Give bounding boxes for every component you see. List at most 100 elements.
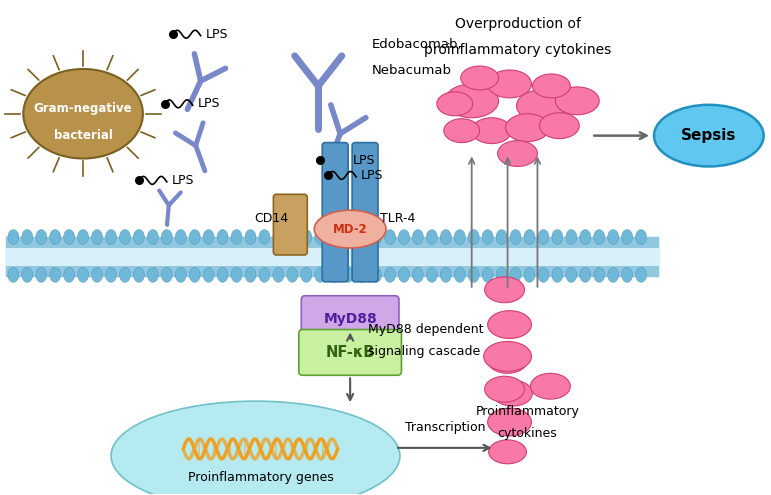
Ellipse shape	[440, 267, 451, 282]
Ellipse shape	[259, 230, 270, 245]
Ellipse shape	[399, 230, 409, 245]
Ellipse shape	[506, 114, 550, 142]
Ellipse shape	[461, 66, 499, 90]
Text: Transcription: Transcription	[405, 421, 485, 434]
Ellipse shape	[204, 267, 214, 282]
Text: LPS: LPS	[353, 154, 375, 167]
Text: LPS: LPS	[197, 98, 221, 110]
Ellipse shape	[566, 267, 577, 282]
Ellipse shape	[217, 230, 228, 245]
Ellipse shape	[287, 267, 298, 282]
Ellipse shape	[437, 92, 473, 116]
Ellipse shape	[385, 267, 396, 282]
Ellipse shape	[594, 230, 604, 245]
Ellipse shape	[485, 277, 524, 302]
Ellipse shape	[399, 267, 409, 282]
Ellipse shape	[8, 267, 19, 282]
Ellipse shape	[594, 267, 604, 282]
Ellipse shape	[533, 74, 571, 98]
Ellipse shape	[621, 230, 633, 245]
Ellipse shape	[175, 230, 187, 245]
Text: Edobacomab,: Edobacomab,	[372, 38, 463, 50]
Ellipse shape	[49, 230, 61, 245]
Text: TLR-4: TLR-4	[380, 212, 416, 225]
Ellipse shape	[106, 267, 116, 282]
Ellipse shape	[654, 105, 763, 166]
Ellipse shape	[485, 376, 524, 402]
Ellipse shape	[189, 267, 200, 282]
Ellipse shape	[524, 230, 535, 245]
FancyBboxPatch shape	[352, 143, 378, 282]
Ellipse shape	[445, 84, 499, 118]
Text: LPS: LPS	[206, 28, 228, 41]
Ellipse shape	[92, 230, 103, 245]
Ellipse shape	[371, 230, 382, 245]
Ellipse shape	[552, 267, 563, 282]
Ellipse shape	[608, 267, 618, 282]
Ellipse shape	[454, 267, 465, 282]
Ellipse shape	[555, 87, 599, 115]
Ellipse shape	[287, 230, 298, 245]
Text: Proinflammatory: Proinflammatory	[476, 405, 580, 418]
Ellipse shape	[552, 230, 563, 245]
Bar	[6, 237, 659, 248]
Ellipse shape	[231, 267, 242, 282]
Ellipse shape	[8, 230, 19, 245]
Ellipse shape	[189, 230, 200, 245]
Ellipse shape	[111, 401, 400, 495]
Ellipse shape	[147, 230, 158, 245]
Ellipse shape	[621, 267, 633, 282]
Ellipse shape	[273, 230, 284, 245]
Ellipse shape	[487, 311, 531, 339]
FancyBboxPatch shape	[5, 236, 660, 278]
Ellipse shape	[385, 230, 396, 245]
Ellipse shape	[342, 267, 354, 282]
Ellipse shape	[357, 267, 368, 282]
FancyBboxPatch shape	[301, 296, 399, 342]
Ellipse shape	[357, 230, 368, 245]
Text: MD-2: MD-2	[333, 223, 368, 236]
Ellipse shape	[510, 230, 521, 245]
Ellipse shape	[328, 230, 340, 245]
Text: LPS: LPS	[361, 169, 384, 182]
Ellipse shape	[49, 267, 61, 282]
Ellipse shape	[440, 230, 451, 245]
Ellipse shape	[496, 230, 507, 245]
Ellipse shape	[273, 267, 284, 282]
Ellipse shape	[538, 267, 549, 282]
Ellipse shape	[444, 119, 480, 143]
Ellipse shape	[315, 267, 325, 282]
Ellipse shape	[412, 230, 423, 245]
Ellipse shape	[23, 69, 143, 158]
Ellipse shape	[78, 230, 89, 245]
Text: MyD88: MyD88	[323, 311, 377, 326]
Ellipse shape	[412, 267, 423, 282]
Ellipse shape	[580, 230, 591, 245]
Bar	[6, 266, 659, 277]
Ellipse shape	[217, 267, 228, 282]
Ellipse shape	[472, 118, 511, 144]
Ellipse shape	[487, 408, 531, 436]
Ellipse shape	[538, 230, 549, 245]
Ellipse shape	[64, 267, 75, 282]
Ellipse shape	[106, 230, 116, 245]
Ellipse shape	[517, 90, 567, 122]
Ellipse shape	[301, 230, 311, 245]
Ellipse shape	[426, 230, 437, 245]
Text: Sepsis: Sepsis	[681, 128, 736, 143]
Ellipse shape	[489, 440, 527, 464]
Ellipse shape	[580, 267, 591, 282]
Ellipse shape	[482, 230, 493, 245]
Ellipse shape	[175, 267, 187, 282]
Text: Gram-negative: Gram-negative	[34, 102, 133, 115]
Ellipse shape	[497, 141, 537, 166]
FancyBboxPatch shape	[322, 143, 348, 282]
Ellipse shape	[454, 230, 465, 245]
Ellipse shape	[120, 230, 130, 245]
Ellipse shape	[245, 267, 256, 282]
Text: MyD88 dependent: MyD88 dependent	[368, 323, 483, 336]
Ellipse shape	[524, 267, 535, 282]
FancyBboxPatch shape	[274, 195, 308, 255]
Ellipse shape	[426, 267, 437, 282]
Text: CD14: CD14	[254, 212, 288, 225]
